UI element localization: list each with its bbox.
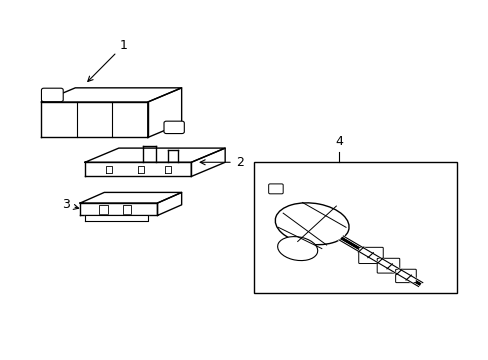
FancyBboxPatch shape: [376, 258, 399, 273]
Polygon shape: [157, 192, 181, 215]
Polygon shape: [85, 215, 147, 221]
Ellipse shape: [277, 237, 317, 261]
FancyBboxPatch shape: [395, 269, 415, 283]
Text: 3: 3: [61, 198, 79, 211]
Ellipse shape: [275, 203, 348, 245]
Polygon shape: [191, 148, 224, 176]
Bar: [254, 162, 456, 293]
Text: 4: 4: [335, 135, 343, 148]
Polygon shape: [85, 162, 191, 176]
Text: 2: 2: [200, 156, 243, 169]
FancyBboxPatch shape: [358, 247, 383, 264]
FancyBboxPatch shape: [41, 88, 63, 102]
Polygon shape: [80, 192, 181, 203]
Polygon shape: [44, 90, 61, 100]
Polygon shape: [41, 88, 181, 102]
Text: 1: 1: [88, 39, 127, 81]
FancyBboxPatch shape: [163, 121, 184, 134]
Polygon shape: [80, 203, 157, 215]
Polygon shape: [147, 88, 181, 138]
FancyBboxPatch shape: [268, 184, 283, 194]
Polygon shape: [85, 148, 224, 162]
Polygon shape: [41, 102, 147, 138]
